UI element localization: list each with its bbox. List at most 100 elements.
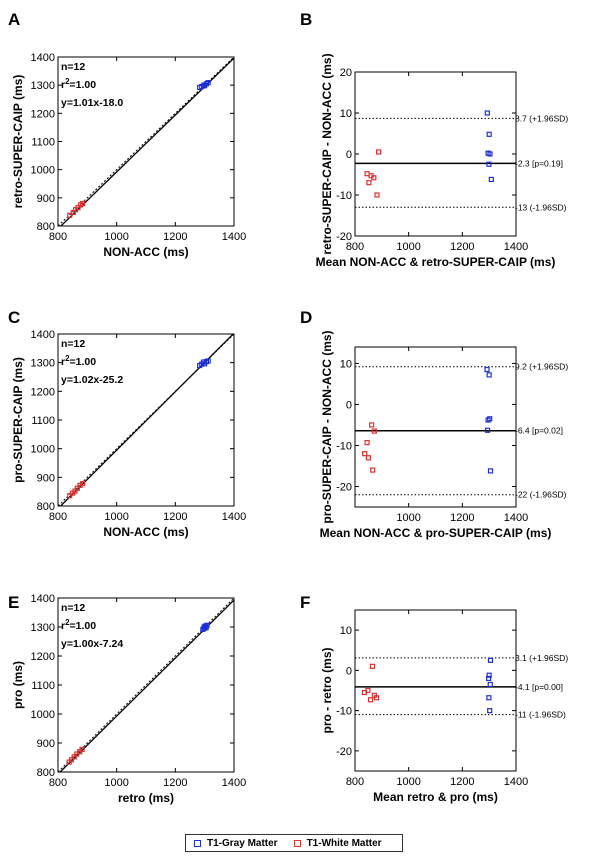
panel-f: F 800 1000 1200 1400 -20 -10 0 10 Mean retro & pr… [300, 593, 568, 804]
y-tick-label: -20 [336, 231, 352, 243]
ref-line-label: 3.1 (+1.96SD) [515, 653, 568, 663]
legend: T1-Gray Matter T1-White Matter [185, 834, 403, 852]
data-point [487, 468, 494, 474]
legend-marker-gray [194, 839, 201, 847]
y-tick-label: 1300 [31, 622, 55, 634]
panel-d: D 1000 1200 1400 -20 -10 0 10 Mean NON-ACC & pro… [300, 308, 568, 540]
y-tick-label: 800 [37, 221, 55, 233]
y-tick-label: 1100 [31, 415, 55, 427]
y-tick-label: 900 [37, 193, 55, 205]
x-tick-label: 1200 [163, 777, 187, 789]
ref-line-label: -22 (-1.96SD) [515, 490, 567, 500]
data-point [486, 372, 492, 378]
data-point [202, 625, 208, 631]
data-point [364, 439, 370, 446]
panel-letter: F [300, 593, 310, 612]
stat-r2: r2=1.00 [61, 618, 96, 632]
x-tick-label: 1000 [396, 512, 420, 524]
x-tick-label: 1000 [396, 776, 420, 788]
panel-letter: C [8, 308, 20, 327]
stat-fit: y=1.00x-7.24 [61, 638, 123, 650]
panel-letter: D [300, 308, 312, 327]
data-point [74, 485, 80, 491]
y-tick-label: 800 [37, 501, 55, 513]
panel-c: C 800 1000 1200 1400 800 900 1000 1100 1200 1300 14… [8, 308, 246, 539]
x-tick-label: 1000 [104, 511, 128, 523]
y-axis-title: pro-SUPER-CAIP (ms) [11, 357, 25, 483]
data-point [75, 205, 81, 211]
data-point [205, 80, 211, 86]
stat-n: n=12 [61, 338, 85, 350]
y-tick-label: 0 [346, 665, 352, 677]
y-tick-label: 1200 [31, 651, 55, 663]
x-tick-label: 1200 [163, 231, 187, 243]
identity-line [58, 57, 234, 226]
data-point [484, 427, 491, 433]
identity-line [58, 598, 234, 772]
x-tick-label: 1400 [222, 511, 246, 523]
y-tick-label: 10 [340, 358, 352, 370]
panel-e: E 800 1000 1200 1400 800 900 1000 1100 1200 1300 14… [8, 593, 246, 805]
x-tick-label: 800 [346, 776, 364, 788]
y-tick-label: -10 [336, 440, 352, 452]
panel-a: A 800 1000 1200 1400 800 900 1000 1100 1200 1300 14… [8, 10, 246, 259]
x-tick-label: 1400 [222, 777, 246, 789]
y-tick-label: 1000 [31, 444, 55, 456]
data-point [487, 416, 493, 422]
data-point [484, 110, 490, 116]
x-axis-title: retro (ms) [118, 791, 174, 805]
legend-marker-white [293, 839, 301, 847]
stat-r2-exp: 2 [65, 618, 70, 627]
panel-letter: B [300, 10, 312, 29]
panel-letter: A [8, 10, 20, 29]
y-tick-label: -20 [336, 746, 352, 758]
data-point [374, 192, 380, 198]
data-point [205, 358, 211, 364]
y-tick-label: 1200 [31, 108, 55, 120]
x-tick-label: 1400 [504, 512, 528, 524]
data-point [370, 467, 376, 473]
data-point [362, 451, 368, 457]
data-point [71, 754, 77, 760]
stat-r2: r2=1.00 [61, 77, 96, 91]
y-tick-label: 1100 [31, 680, 55, 692]
legend-item-white: T1-White Matter [293, 838, 382, 849]
x-tick-label: 1000 [396, 241, 420, 253]
data-point [365, 455, 372, 461]
y-axis-title: pro-SUPER-CAIP - NON-ACC (ms) [320, 330, 334, 523]
data-point [369, 422, 375, 428]
y-tick-label: 1300 [31, 358, 55, 370]
ref-line-label: 8.7 (+1.96SD) [515, 113, 568, 123]
y-axis-title: pro - retro (ms) [320, 647, 334, 733]
x-axis-title: Mean retro & pro (ms) [373, 790, 498, 804]
x-tick-label: 800 [346, 241, 364, 253]
ref-line-label: -13 (-1.96SD) [515, 202, 567, 212]
x-tick-label: 1000 [104, 777, 128, 789]
ref-line-label: -11 (-1.96SD) [515, 710, 566, 720]
x-tick-label: 1200 [450, 512, 474, 524]
data-point [373, 695, 380, 701]
y-tick-label: 10 [340, 108, 352, 120]
ref-line-label: -2.3 [p=0.19] [515, 158, 563, 168]
plot-frame [354, 609, 517, 772]
y-tick-label: 1000 [31, 709, 55, 721]
panel-b: B 800 1000 1200 1400 -20 -10 0 10 20 Mean NON-ACC … [300, 10, 568, 269]
data-point [486, 672, 492, 678]
x-tick-label: 1200 [450, 776, 474, 788]
y-axis-title: pro (ms) [11, 661, 25, 709]
data-point [376, 149, 382, 155]
data-point [365, 687, 371, 694]
panel-letter: E [8, 593, 19, 612]
y-tick-label: 1200 [31, 386, 55, 398]
x-axis-title: Mean NON-ACC & pro-SUPER-CAIP (ms) [320, 526, 552, 540]
x-tick-label: 1000 [104, 231, 128, 243]
stat-r2-base: r [61, 79, 65, 91]
data-point [487, 681, 493, 688]
y-tick-label: 1100 [31, 137, 55, 149]
y-tick-label: 0 [346, 149, 352, 161]
x-tick-label: 1400 [504, 776, 528, 788]
y-tick-label: -10 [336, 706, 352, 718]
data-point [367, 697, 374, 703]
stat-n: n=12 [61, 61, 85, 73]
